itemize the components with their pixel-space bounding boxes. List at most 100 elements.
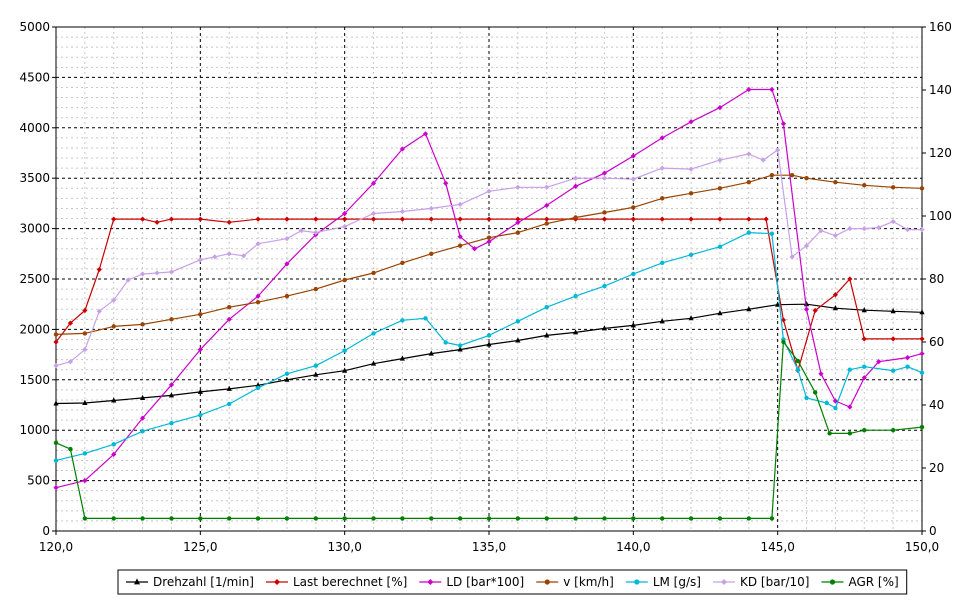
data-point — [486, 188, 492, 194]
grid-lines — [56, 27, 922, 531]
data-point — [82, 346, 88, 353]
data-point — [226, 316, 232, 322]
data-point — [125, 277, 131, 283]
data-point — [573, 215, 578, 220]
data-point — [370, 210, 377, 217]
legend: Drehzahl [1/min] Last berechnet [%] LD [ba… — [117, 569, 908, 595]
data-point — [812, 390, 818, 395]
data-point — [342, 367, 348, 373]
data-point — [486, 516, 492, 521]
data-point — [847, 276, 853, 282]
data-point — [630, 153, 636, 159]
data-point — [342, 516, 347, 521]
data-point — [795, 367, 801, 372]
data-point — [832, 305, 838, 311]
data-point — [890, 336, 896, 342]
y-left-tick-label: 0 — [42, 524, 50, 538]
data-point — [789, 172, 795, 178]
data-point — [833, 180, 838, 185]
data-point — [919, 336, 925, 342]
data-point — [746, 180, 751, 185]
data-point — [140, 322, 145, 327]
data-point — [688, 252, 694, 258]
data-point — [82, 331, 88, 336]
data-point — [313, 516, 318, 521]
data-point — [812, 307, 818, 314]
data-point — [82, 399, 88, 405]
data-point — [370, 216, 377, 222]
data-point — [168, 392, 175, 398]
x-tick-label: 145,0 — [760, 540, 794, 554]
data-point — [717, 186, 723, 191]
data-point — [197, 257, 203, 263]
data-point — [169, 420, 174, 426]
data-point — [96, 308, 102, 314]
data-point — [255, 241, 261, 247]
data-point — [255, 216, 261, 222]
data-point — [298, 228, 304, 234]
data-point — [140, 271, 146, 277]
data-point — [573, 175, 579, 181]
data-point — [154, 270, 160, 276]
data-point — [717, 105, 723, 111]
data-point — [168, 269, 175, 275]
data-point — [876, 224, 882, 231]
data-point — [255, 299, 261, 305]
data-point — [659, 216, 665, 222]
data-point — [919, 424, 925, 430]
data-point — [601, 325, 608, 331]
data-point — [486, 341, 492, 347]
y-right-tick-label: 20 — [929, 461, 944, 475]
data-point — [53, 440, 59, 445]
data-point — [659, 135, 665, 141]
legend-label: Last berechnet [%] — [293, 575, 407, 589]
data-point — [781, 339, 786, 345]
data-point — [803, 243, 810, 249]
y-left-tick-label: 1000 — [19, 423, 50, 437]
data-point — [255, 516, 261, 521]
data-point — [544, 516, 549, 521]
data-point — [847, 367, 853, 372]
data-point — [688, 516, 694, 521]
y-left-tick-label: 1500 — [19, 373, 50, 387]
data-point — [861, 336, 867, 342]
data-point — [717, 216, 723, 222]
y-left-tick-label: 5000 — [19, 20, 50, 34]
x-tick-label: 125,0 — [183, 540, 217, 554]
data-point — [53, 485, 59, 491]
x-tick-label: 135,0 — [472, 540, 506, 554]
data-point — [67, 320, 74, 326]
data-point — [827, 431, 832, 436]
data-point — [428, 216, 434, 222]
data-point — [111, 324, 116, 329]
data-point — [429, 516, 434, 521]
data-point — [168, 216, 175, 222]
data-point — [890, 308, 896, 314]
right-axis-ticks: 0 20 40 60 80 100 120 140 160 — [922, 20, 952, 538]
legend-item: v [km/h] — [536, 575, 614, 589]
data-point — [255, 382, 261, 388]
data-point — [400, 516, 405, 521]
y-right-tick-label: 160 — [929, 20, 952, 34]
data-point — [82, 451, 88, 456]
legend-item: LM [g/s] — [625, 575, 701, 589]
legend-item: KD [bar/10] — [712, 575, 809, 589]
data-point — [890, 218, 896, 225]
data-point — [423, 316, 428, 321]
data-point — [833, 405, 838, 411]
data-point — [795, 358, 801, 364]
data-point — [919, 227, 925, 233]
data-point — [111, 216, 117, 222]
data-point — [515, 516, 521, 521]
data-point — [227, 516, 232, 521]
data-point — [226, 385, 232, 391]
data-point — [544, 202, 550, 209]
data-point — [82, 478, 88, 484]
legend-item: Drehzahl [1/min] — [126, 575, 254, 589]
y-left-tick-label: 3500 — [19, 171, 50, 185]
data-point — [198, 516, 203, 521]
data-point — [862, 364, 867, 369]
data-point — [140, 516, 145, 521]
data-point — [861, 307, 867, 313]
